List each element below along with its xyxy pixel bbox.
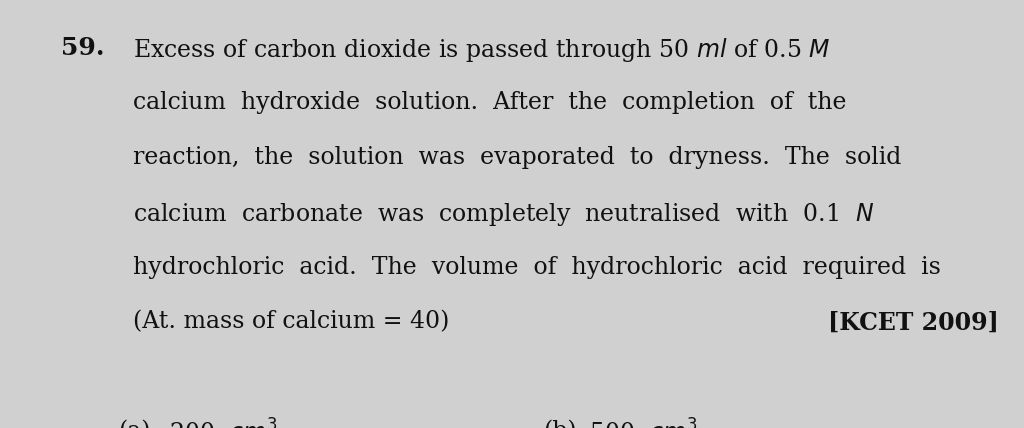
Text: [KCET 2009]: [KCET 2009] (827, 310, 998, 334)
Text: 59.: 59. (61, 36, 104, 60)
Text: 200  $cm^3$: 200 $cm^3$ (169, 420, 278, 428)
Text: Excess of carbon dioxide is passed through 50 $\mathit{ml}$ of 0.5 $\mathit{M}$: Excess of carbon dioxide is passed throu… (133, 36, 830, 64)
Text: 500  $cm^3$: 500 $cm^3$ (589, 420, 697, 428)
Text: (b): (b) (543, 420, 577, 428)
Text: (At. mass of calcium = 40): (At. mass of calcium = 40) (133, 310, 450, 333)
Text: (a): (a) (118, 420, 151, 428)
Text: reaction,  the  solution  was  evaporated  to  dryness.  The  solid: reaction, the solution was evaporated to… (133, 146, 901, 169)
Text: hydrochloric  acid.  The  volume  of  hydrochloric  acid  required  is: hydrochloric acid. The volume of hydroch… (133, 256, 941, 279)
Text: calcium  hydroxide  solution.  After  the  completion  of  the: calcium hydroxide solution. After the co… (133, 91, 847, 114)
Text: calcium  carbonate  was  completely  neutralised  with  0.1  $\mathit{N}$: calcium carbonate was completely neutral… (133, 201, 874, 228)
